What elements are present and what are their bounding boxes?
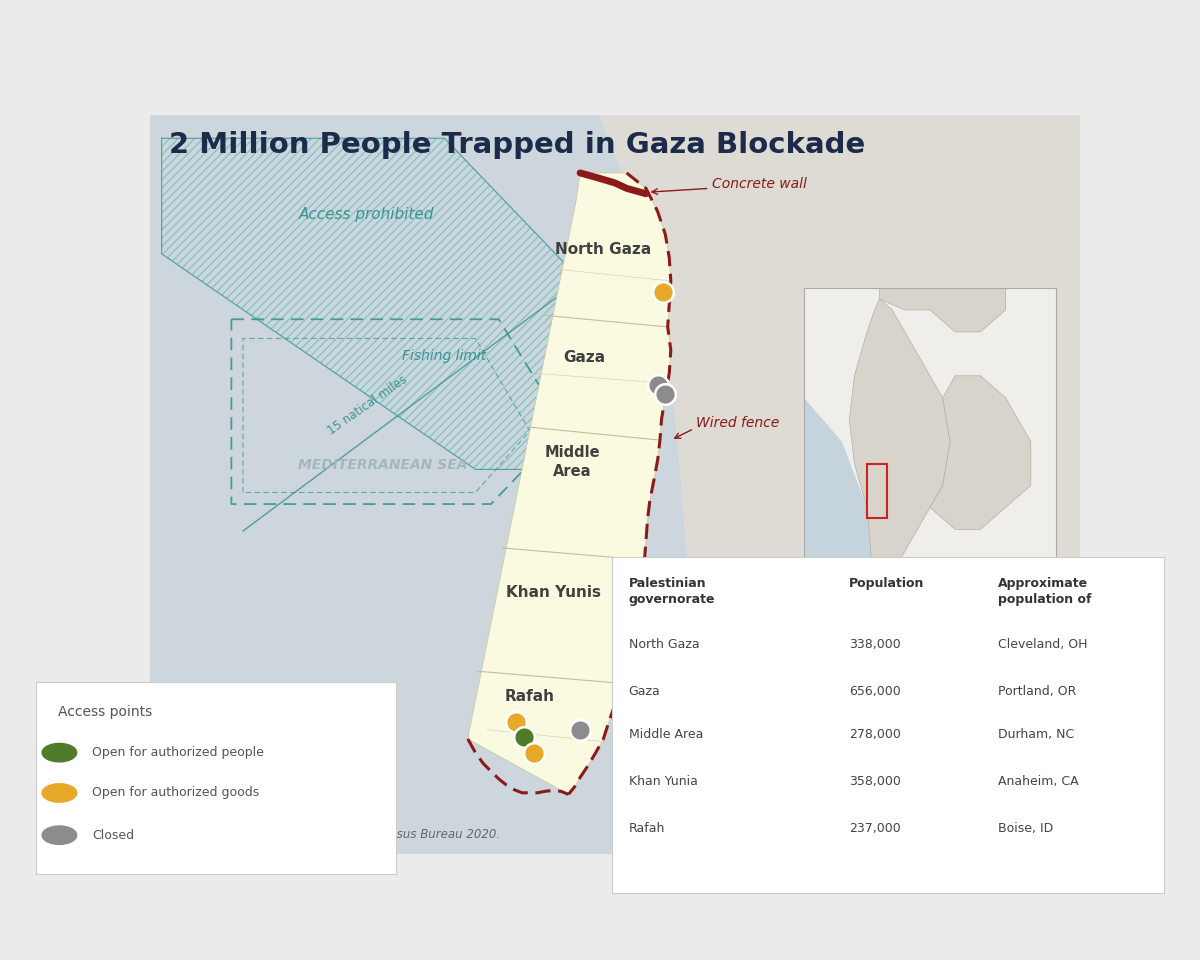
Point <box>654 284 673 300</box>
Text: Source: United Nations 2019; U.S. Census Bureau 2020.: Source: United Nations 2019; U.S. Census… <box>169 828 500 840</box>
Text: Khan Yunia: Khan Yunia <box>629 776 697 788</box>
Text: Access points: Access points <box>58 705 152 719</box>
Text: 278,000: 278,000 <box>850 729 901 741</box>
Polygon shape <box>930 375 1031 529</box>
Text: Global Matters: Global Matters <box>964 829 1061 843</box>
Text: Rafah: Rafah <box>505 689 554 704</box>
Text: Access prohibited: Access prohibited <box>299 207 434 222</box>
Text: Concrete wall: Concrete wall <box>712 178 806 191</box>
Text: 15 natical miles: 15 natical miles <box>325 373 409 438</box>
Polygon shape <box>600 115 1080 854</box>
Text: 237,000: 237,000 <box>850 823 901 835</box>
Text: Rafah: Rafah <box>629 823 665 835</box>
Text: Anaheim, CA: Anaheim, CA <box>998 776 1079 788</box>
Text: CFR: CFR <box>1015 802 1061 822</box>
Text: North Gaza: North Gaza <box>629 637 700 651</box>
Polygon shape <box>804 397 875 595</box>
Text: Education: Education <box>943 802 1061 822</box>
Text: Closed: Closed <box>91 828 134 842</box>
Text: Durham, NC: Durham, NC <box>998 729 1075 741</box>
Point <box>648 377 667 393</box>
Text: Approximate
population of: Approximate population of <box>998 577 1092 606</box>
Text: Open for authorized people: Open for authorized people <box>91 746 264 759</box>
Text: Portland, OR: Portland, OR <box>998 684 1076 698</box>
Text: 2 Million People Trapped in Gaza Blockade: 2 Million People Trapped in Gaza Blockad… <box>169 131 865 158</box>
Text: Wired fence: Wired fence <box>696 416 780 430</box>
Point <box>655 386 674 401</box>
Circle shape <box>42 743 77 762</box>
Circle shape <box>42 783 77 803</box>
Text: Middle Area: Middle Area <box>629 729 703 741</box>
Polygon shape <box>850 299 950 595</box>
Text: Cleveland, OH: Cleveland, OH <box>998 637 1088 651</box>
Text: Gaza: Gaza <box>563 350 605 365</box>
Point <box>524 745 544 760</box>
Text: Fishing limit: Fishing limit <box>402 349 487 363</box>
Text: 358,000: 358,000 <box>850 776 901 788</box>
Text: 656,000: 656,000 <box>850 684 901 698</box>
Text: Open for authorized goods: Open for authorized goods <box>91 786 259 800</box>
Bar <box>866 464 887 518</box>
Text: Boise, ID: Boise, ID <box>998 823 1054 835</box>
Text: 338,000: 338,000 <box>850 637 901 651</box>
Polygon shape <box>468 173 671 794</box>
Circle shape <box>42 826 77 845</box>
Polygon shape <box>880 288 1006 332</box>
Point <box>506 714 526 730</box>
Text: Khan Yunis: Khan Yunis <box>505 585 600 600</box>
Point <box>570 722 589 737</box>
Text: Palestinian
governorate: Palestinian governorate <box>629 577 715 606</box>
Text: Population: Population <box>850 577 925 590</box>
Text: Middle
Area: Middle Area <box>545 444 600 478</box>
Text: Gaza: Gaza <box>629 684 660 698</box>
Point <box>514 730 533 745</box>
Text: MEDITERRANEAN SEA: MEDITERRANEAN SEA <box>298 459 467 472</box>
Polygon shape <box>150 115 701 854</box>
Text: North Gaza: North Gaza <box>556 243 652 257</box>
